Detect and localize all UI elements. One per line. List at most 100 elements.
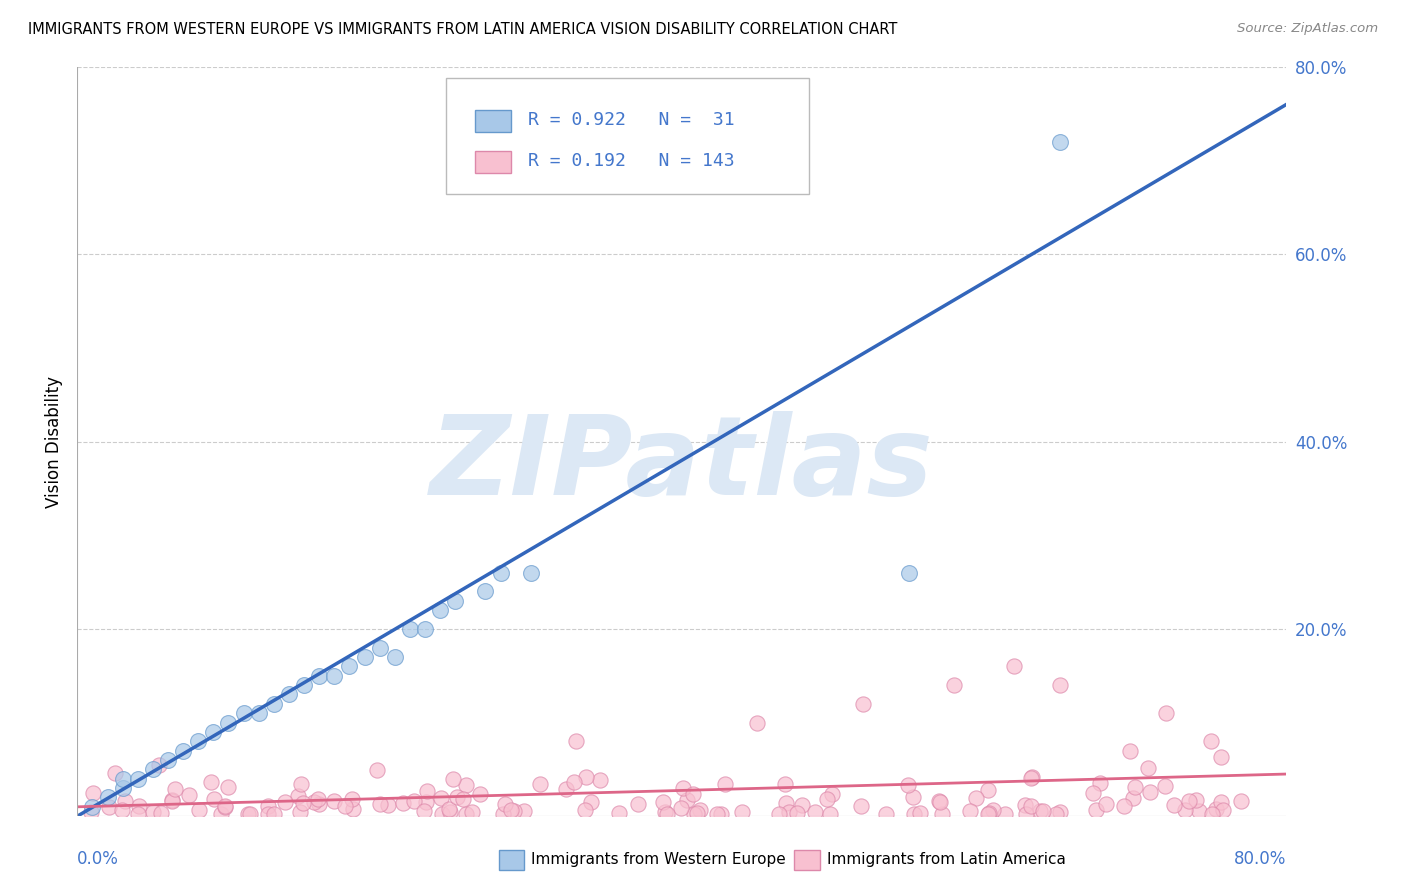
Point — [333, 799, 356, 814]
Point — [172, 744, 194, 758]
Point — [669, 801, 692, 815]
Point — [897, 566, 920, 580]
Point — [148, 758, 170, 772]
Point — [959, 805, 981, 819]
Point — [562, 774, 585, 789]
Point — [430, 790, 453, 805]
Point — [165, 782, 187, 797]
Point — [575, 770, 598, 784]
Point — [654, 805, 676, 819]
Text: 80.0%: 80.0% — [1234, 850, 1286, 868]
Point — [232, 706, 254, 721]
Point — [565, 734, 588, 748]
Point — [188, 803, 211, 817]
Point — [157, 753, 180, 767]
Point — [1032, 805, 1054, 819]
Point — [308, 669, 330, 683]
Point — [820, 807, 842, 822]
Point — [441, 772, 464, 786]
Point — [1081, 786, 1104, 800]
Point — [942, 678, 965, 692]
Point — [1178, 794, 1201, 808]
Point — [454, 806, 477, 821]
Point — [875, 807, 897, 822]
Point — [187, 734, 209, 748]
Point — [399, 622, 422, 636]
Point — [1021, 771, 1043, 785]
Point — [96, 790, 118, 805]
Point — [852, 697, 875, 711]
Point — [657, 807, 679, 822]
Point — [177, 788, 200, 802]
Point — [529, 777, 551, 791]
Point — [474, 584, 496, 599]
Point — [1209, 749, 1232, 764]
Point — [127, 772, 149, 786]
Point — [1045, 807, 1067, 822]
Point — [439, 805, 461, 820]
Point — [965, 791, 987, 805]
Point — [652, 795, 675, 809]
Point — [1230, 794, 1253, 808]
Point — [239, 806, 262, 821]
Point — [202, 724, 225, 739]
Point — [413, 622, 436, 636]
Point — [977, 782, 1000, 797]
Point — [1019, 798, 1042, 813]
Point — [928, 794, 950, 808]
Point — [142, 805, 165, 819]
Point — [1122, 791, 1144, 805]
Point — [82, 800, 104, 814]
Point — [1114, 799, 1136, 814]
Point — [901, 789, 924, 804]
Point — [160, 794, 183, 808]
Point — [931, 807, 953, 822]
Point — [731, 805, 754, 819]
Point — [1209, 795, 1232, 809]
Point — [503, 804, 526, 818]
Point — [437, 802, 460, 816]
Point — [672, 780, 695, 795]
Text: R = 0.192   N = 143: R = 0.192 N = 143 — [529, 153, 735, 170]
Point — [290, 777, 312, 791]
Point — [1014, 797, 1036, 812]
Point — [686, 806, 709, 821]
Point — [366, 763, 388, 777]
Point — [288, 805, 311, 820]
Point — [322, 793, 344, 807]
Point — [377, 797, 399, 812]
Text: IMMIGRANTS FROM WESTERN EUROPE VS IMMIGRANTS FROM LATIN AMERICA VISION DISABILIT: IMMIGRANTS FROM WESTERN EUROPE VS IMMIGR… — [28, 22, 897, 37]
Point — [1163, 797, 1185, 812]
Point — [821, 787, 844, 801]
Point — [256, 799, 278, 814]
Point — [1049, 135, 1071, 149]
Point — [308, 797, 330, 811]
Point — [790, 798, 813, 813]
Point — [238, 807, 260, 822]
Point — [111, 772, 134, 786]
Point — [778, 805, 800, 820]
Point — [849, 798, 872, 813]
Point — [1174, 803, 1197, 817]
Point — [263, 806, 285, 821]
Point — [353, 649, 375, 664]
Y-axis label: Vision Disability: Vision Disability — [45, 376, 63, 508]
Point — [815, 792, 838, 806]
Point — [589, 772, 612, 787]
Point — [444, 594, 467, 608]
Point — [429, 603, 451, 617]
Point — [1212, 803, 1234, 817]
Point — [256, 807, 278, 822]
Point — [278, 687, 301, 701]
Point — [323, 669, 346, 683]
Point — [786, 805, 808, 820]
Point — [1185, 793, 1208, 807]
Point — [1094, 797, 1116, 812]
Point — [273, 795, 295, 809]
Text: 0.0%: 0.0% — [77, 850, 120, 868]
Point — [1088, 775, 1111, 789]
Point — [415, 795, 437, 809]
Point — [492, 807, 515, 822]
Point — [80, 805, 103, 820]
Text: Immigrants from Latin America: Immigrants from Latin America — [827, 853, 1066, 867]
